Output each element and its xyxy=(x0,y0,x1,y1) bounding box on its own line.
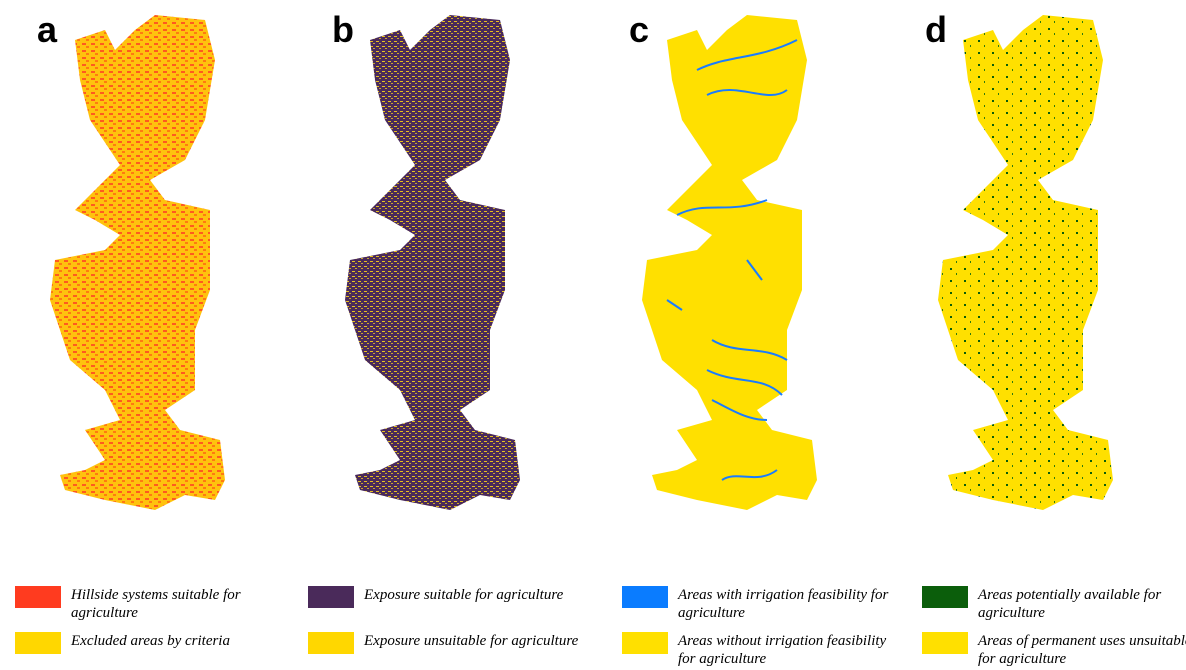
legend-text: Areas without irrigation feasibility for… xyxy=(678,633,887,667)
panel-label: d xyxy=(925,9,947,50)
legend-swatch xyxy=(622,632,668,654)
legend-item: Excluded areas by criteria xyxy=(15,632,286,654)
river xyxy=(746,259,763,281)
river xyxy=(721,469,778,481)
map-area xyxy=(938,15,1113,510)
legend-text: Exposure suitable for agriculture xyxy=(364,587,564,603)
legend-text: Areas potentially available for agricult… xyxy=(978,587,1162,621)
river xyxy=(711,339,788,361)
map-area xyxy=(345,15,520,510)
legend-text: Areas with irrigation feasibility for ag… xyxy=(678,587,889,621)
legend-item: Areas with irrigation feasibility for ag… xyxy=(622,586,893,622)
legend-swatch xyxy=(622,586,668,608)
legend-item: Exposure unsuitable for agriculture xyxy=(308,632,579,654)
river xyxy=(696,39,798,71)
legend-text: Excluded areas by criteria xyxy=(71,633,230,649)
river xyxy=(706,89,788,96)
legend-text: Areas of permanent uses unsuitable for a… xyxy=(978,633,1186,667)
river xyxy=(706,369,783,396)
legend-item: Areas without irrigation feasibility for… xyxy=(622,632,893,668)
legend-swatch xyxy=(922,632,968,654)
legend-text: Hillside systems suitable for agricultur… xyxy=(71,587,241,621)
panel-label: b xyxy=(332,9,354,50)
panel-label: c xyxy=(629,9,649,50)
legend-item: Areas potentially available for agricult… xyxy=(922,586,1186,622)
maps: a b c d xyxy=(37,9,1113,510)
river xyxy=(666,299,683,311)
legend-swatch xyxy=(922,586,968,608)
legend-swatch xyxy=(15,632,61,654)
map xyxy=(938,15,1113,510)
river xyxy=(711,399,768,421)
map-area xyxy=(50,15,225,510)
legend-text: Exposure unsuitable for agriculture xyxy=(364,633,579,649)
map xyxy=(50,15,225,510)
legend-item: Hillside systems suitable for agricultur… xyxy=(15,586,286,622)
legend-item: Exposure suitable for agriculture xyxy=(308,586,579,608)
legend-swatch xyxy=(308,632,354,654)
legend-swatch xyxy=(15,586,61,608)
map xyxy=(345,15,520,510)
river xyxy=(676,199,768,216)
legend-item: Areas of permanent uses unsuitable for a… xyxy=(922,632,1186,668)
map xyxy=(642,15,817,510)
legend-swatch xyxy=(308,586,354,608)
panel-label: a xyxy=(37,9,58,50)
